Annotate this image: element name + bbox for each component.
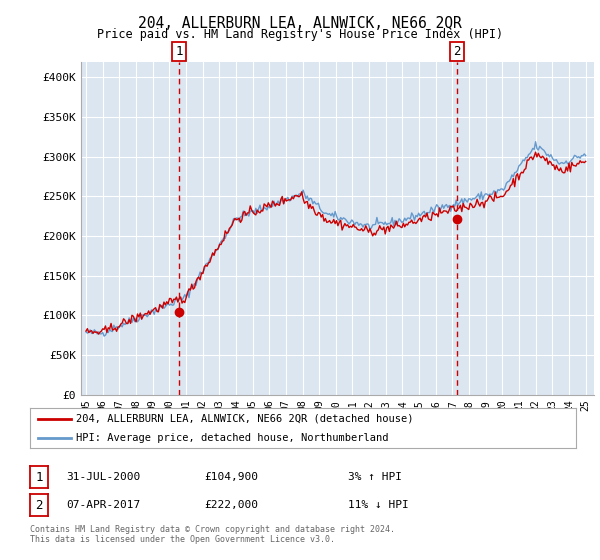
Text: Contains HM Land Registry data © Crown copyright and database right 2024.
This d: Contains HM Land Registry data © Crown c… xyxy=(30,525,395,544)
Text: 204, ALLERBURN LEA, ALNWICK, NE66 2QR (detached house): 204, ALLERBURN LEA, ALNWICK, NE66 2QR (d… xyxy=(76,414,414,424)
Text: £222,000: £222,000 xyxy=(204,500,258,510)
Text: 204, ALLERBURN LEA, ALNWICK, NE66 2QR: 204, ALLERBURN LEA, ALNWICK, NE66 2QR xyxy=(138,16,462,31)
Text: 2: 2 xyxy=(35,498,43,512)
Text: 31-JUL-2000: 31-JUL-2000 xyxy=(66,472,140,482)
Text: 2: 2 xyxy=(453,45,461,58)
Text: 07-APR-2017: 07-APR-2017 xyxy=(66,500,140,510)
Text: 1: 1 xyxy=(175,45,182,58)
Text: 11% ↓ HPI: 11% ↓ HPI xyxy=(348,500,409,510)
Text: 1: 1 xyxy=(35,470,43,484)
Text: HPI: Average price, detached house, Northumberland: HPI: Average price, detached house, Nort… xyxy=(76,433,389,443)
Text: £104,900: £104,900 xyxy=(204,472,258,482)
Text: 3% ↑ HPI: 3% ↑ HPI xyxy=(348,472,402,482)
Text: Price paid vs. HM Land Registry's House Price Index (HPI): Price paid vs. HM Land Registry's House … xyxy=(97,28,503,41)
